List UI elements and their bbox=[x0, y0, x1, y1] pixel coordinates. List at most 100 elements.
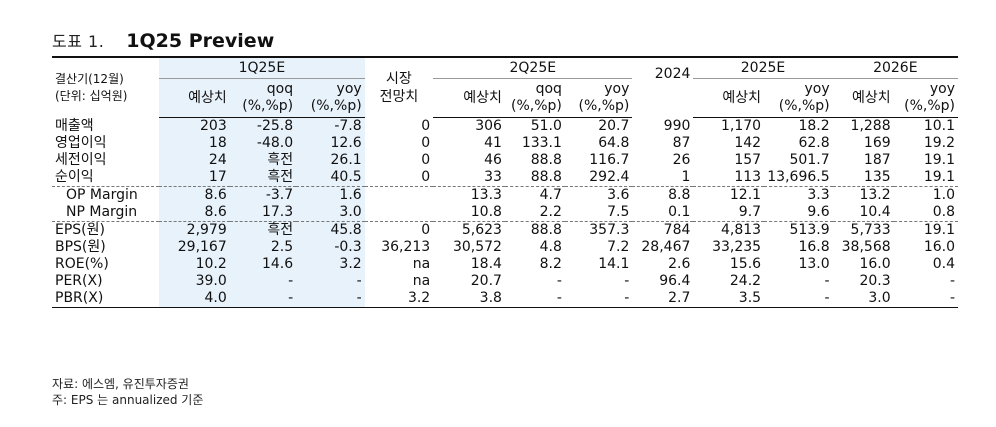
group-header-1q25e: 1Q25E bbox=[159, 56, 365, 79]
table-cell: 0 bbox=[421, 152, 431, 168]
table-cell: 28,467 bbox=[641, 239, 691, 255]
group-header-2026e: 2026E bbox=[832, 56, 958, 79]
table-cell: 5,733 bbox=[832, 221, 894, 239]
row-label: ROE(%) bbox=[55, 256, 109, 272]
table-cell: 10.2 bbox=[159, 256, 230, 273]
table-cell: 292.4 bbox=[589, 169, 630, 185]
table-row: PER(X) 39.0- - na 20.7- -96.4 24.2-20.3- bbox=[52, 273, 958, 290]
table-cell: -48.0 bbox=[229, 135, 297, 152]
table-cell: 3.3 bbox=[764, 186, 833, 204]
table-cell: - bbox=[229, 290, 297, 308]
table-cell: - bbox=[624, 273, 630, 289]
table-cell: - bbox=[296, 290, 365, 308]
unit-label: (단위: 십억원) bbox=[55, 88, 128, 103]
table-cell: 18.2 bbox=[798, 118, 830, 134]
table-cell: 169 bbox=[863, 135, 891, 151]
table-cell: 흑전 bbox=[229, 169, 297, 187]
row-label: 매출액 bbox=[55, 117, 94, 134]
table-cell: 16.8 bbox=[798, 239, 830, 255]
table-cell: - bbox=[504, 290, 565, 308]
table-cell: 36,213 bbox=[381, 239, 431, 255]
table-cell: 3.0 bbox=[832, 290, 894, 308]
table-cell: 133.1 bbox=[521, 135, 562, 151]
table-cell: 20.7 bbox=[470, 273, 502, 289]
table-cell: 3.8 bbox=[433, 290, 505, 308]
table-cell: 187 bbox=[863, 152, 891, 168]
sub-header-qoq: qoq (%,%p) bbox=[229, 78, 297, 118]
table-cell: 40.5 bbox=[296, 169, 365, 187]
figure-title: 도표 1. 1Q25 Preview bbox=[52, 28, 274, 52]
table-cell: 1.6 bbox=[296, 186, 365, 204]
table-cell: 4.0 bbox=[159, 290, 230, 308]
table-cell: 0 bbox=[364, 221, 434, 239]
table-cell: 990 bbox=[663, 117, 691, 134]
table-cell: 39.0 bbox=[159, 273, 230, 290]
row-label: 영업이익 bbox=[55, 135, 107, 151]
table-cell: - bbox=[229, 273, 297, 290]
table-cell: 64.8 bbox=[598, 135, 630, 151]
footnotes: 자료: 에스엠, 유진투자증권 주: EPS 는 annualized 기준 bbox=[52, 376, 203, 408]
sub-header-yoy: yoy (%,%p) bbox=[564, 78, 633, 118]
source-note: 자료: 에스엠, 유진투자증권 bbox=[52, 377, 189, 391]
table-cell: - bbox=[764, 290, 833, 308]
table-cell: 2.5 bbox=[229, 239, 297, 256]
row-label: 순이익 bbox=[55, 169, 94, 185]
table-cell: 24 bbox=[159, 152, 230, 169]
table-cell: 0.4 bbox=[932, 256, 955, 272]
table-cell: na bbox=[412, 256, 431, 272]
table-cell: 88.8 bbox=[530, 169, 562, 185]
sub-header-estimate: 예상치 bbox=[159, 78, 230, 118]
table-cell: 88.8 bbox=[504, 221, 565, 239]
table-cell: - bbox=[296, 273, 365, 290]
sub-header-estimate: 예상치 bbox=[693, 78, 765, 118]
row-label: OP Margin bbox=[52, 186, 160, 204]
table-cell: 12.1 bbox=[693, 186, 765, 204]
table-row: BPS(원) 29,167 2.5 -0.3 36,213 30,572 4.8 7.2 28,… bbox=[52, 239, 958, 256]
sub-header-yoy: yoy (%,%p) bbox=[893, 78, 958, 118]
table-cell: 0 bbox=[421, 117, 431, 134]
table-cell: 62.8 bbox=[798, 135, 830, 151]
table-cell: 501.7 bbox=[789, 152, 830, 168]
preview-table: 결산기(12월) (단위: 십억원) 1Q25E 시장 전망치 2Q25E 20… bbox=[52, 56, 958, 308]
row-label: NP Margin bbox=[66, 204, 138, 220]
row-header: 결산기(12월) (단위: 십억원) bbox=[52, 56, 160, 118]
table-cell: 3.2 bbox=[296, 256, 365, 273]
table-cell: 3.6 bbox=[564, 186, 633, 204]
table-cell: 46 bbox=[484, 152, 502, 168]
market-consensus-header: 시장 전망치 bbox=[364, 56, 434, 118]
group-header-2025e: 2025E bbox=[693, 56, 833, 79]
table-cell: 0.1 bbox=[668, 204, 691, 220]
row-label: PBR(X) bbox=[52, 290, 160, 308]
table-cell: 8.8 bbox=[632, 186, 694, 204]
row-label: BPS(원) bbox=[55, 239, 106, 255]
table-cell: 1.0 bbox=[893, 186, 958, 204]
table-cell: 13,696.5 bbox=[767, 169, 830, 185]
table-cell: 흑전 bbox=[229, 152, 297, 169]
table-cell: 784 bbox=[632, 221, 694, 239]
table-cell: 3.5 bbox=[693, 290, 765, 308]
table-cell: 51.0 bbox=[530, 118, 562, 134]
table-cell: 116.7 bbox=[589, 152, 630, 168]
table-cell: 33,235 bbox=[712, 239, 762, 255]
table-cell: - bbox=[824, 273, 830, 289]
table-row: ROE(%) 10.2 14.6 3.2 na 18.4 8.2 14.1 2.6 15.6 13.… bbox=[52, 256, 958, 273]
table-cell: 18.4 bbox=[470, 256, 502, 272]
table-row: 순이익 17 흑전 40.5 0 33 88.8 292.4 1 113 13,696.5 135 19… bbox=[52, 169, 958, 187]
sub-header-estimate: 예상치 bbox=[433, 78, 505, 118]
sub-header-yoy: yoy (%,%p) bbox=[764, 78, 833, 118]
table-cell: 20.7 bbox=[598, 118, 630, 134]
sub-header-estimate: 예상치 bbox=[832, 78, 894, 118]
table-cell: 4.8 bbox=[539, 239, 562, 255]
table-cell: 135 bbox=[863, 169, 891, 185]
table-cell: 14.1 bbox=[598, 256, 630, 272]
table-cell: 13.2 bbox=[832, 186, 894, 204]
table-cell bbox=[364, 186, 434, 204]
table-cell: 16.0 bbox=[923, 239, 955, 255]
table-cell: 38,568 bbox=[841, 239, 891, 255]
table-cell: 15.6 bbox=[729, 256, 762, 272]
table-cell: 3.2 bbox=[364, 290, 434, 308]
table-cell: 19.2 bbox=[923, 135, 955, 151]
table-cell: 306 bbox=[475, 118, 502, 134]
table-cell: 14.6 bbox=[229, 256, 297, 273]
fiscal-label: 결산기(12월) bbox=[55, 71, 124, 86]
